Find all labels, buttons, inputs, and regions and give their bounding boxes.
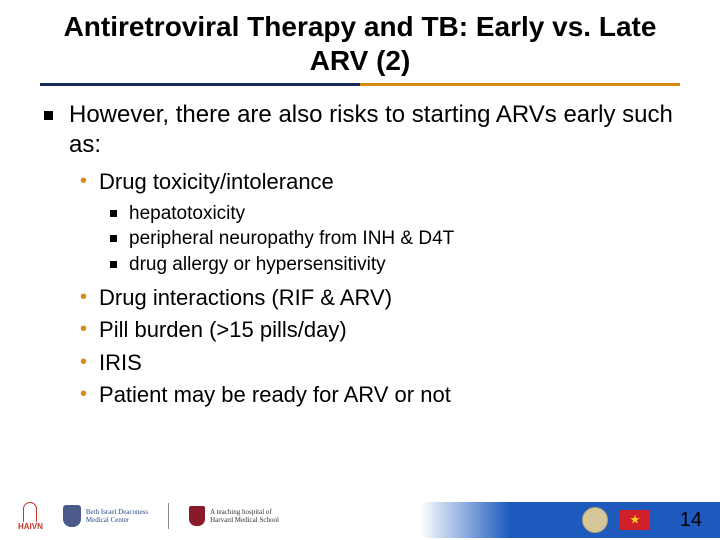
shield-icon — [63, 505, 81, 527]
dot-bullet-icon: • — [80, 168, 87, 194]
star-icon: ★ — [630, 512, 641, 526]
bullet-text: peripheral neuropathy from INH & D4T — [129, 226, 454, 252]
bullet-text: Patient may be ready for ARV or not — [99, 381, 451, 410]
footer-right: ★ — [420, 500, 720, 540]
slide-title: Antiretroviral Therapy and TB: Early vs.… — [40, 10, 680, 77]
title-region: Antiretroviral Therapy and TB: Early vs.… — [0, 0, 720, 86]
page-number: 14 — [680, 509, 702, 532]
hms-text: A teaching hospital of Harvard Medical S… — [210, 508, 279, 524]
level3-container: hepatotoxicity peripheral neuropathy fro… — [110, 201, 676, 278]
bullet-level3: hepatotoxicity — [110, 201, 676, 227]
gradient-bar: ★ — [420, 502, 720, 538]
dot-bullet-icon: • — [80, 316, 87, 342]
bullet-level2: • Patient may be ready for ARV or not — [80, 381, 676, 410]
bullet-level3: drug allergy or hypersensitivity — [110, 252, 676, 278]
bid-text: Beth Israel Deaconess Medical Center — [86, 508, 148, 524]
square-bullet-icon — [110, 235, 117, 242]
shield-icon — [189, 506, 205, 526]
square-bullet-icon — [110, 210, 117, 217]
bullet-text: hepatotoxicity — [129, 201, 245, 227]
content-body: However, there are also risks to startin… — [0, 86, 720, 410]
footer: HAIVN Beth Israel Deaconess Medical Cent… — [0, 492, 720, 540]
bullet-level1: However, there are also risks to startin… — [44, 100, 676, 160]
dot-bullet-icon: • — [80, 349, 87, 375]
dot-bullet-icon: • — [80, 284, 87, 310]
haivn-logo: HAIVN — [18, 502, 43, 531]
bullet-text: drug allergy or hypersensitivity — [129, 252, 386, 278]
bullet-text: IRIS — [99, 349, 142, 378]
bullet-text: Pill burden (>15 pills/day) — [99, 316, 347, 345]
bullet-level2: • Drug interactions (RIF & ARV) — [80, 284, 676, 313]
haivn-label: HAIVN — [18, 522, 43, 531]
bullet-level2: • Pill burden (>15 pills/day) — [80, 316, 676, 345]
flag-icon: ★ — [620, 510, 650, 530]
footer-logos: HAIVN Beth Israel Deaconess Medical Cent… — [0, 502, 279, 531]
level2-container: • Drug toxicity/intolerance hepatotoxici… — [80, 168, 676, 410]
square-bullet-icon — [44, 111, 53, 120]
hms-logo: A teaching hospital of Harvard Medical S… — [189, 506, 279, 526]
divider — [168, 503, 169, 529]
ribbon-icon — [23, 502, 37, 522]
bullet-level3: peripheral neuropathy from INH & D4T — [110, 226, 676, 252]
dot-bullet-icon: • — [80, 381, 87, 407]
seal-icon — [582, 507, 608, 533]
bid-logo: Beth Israel Deaconess Medical Center — [63, 505, 148, 527]
bullet-text: However, there are also risks to startin… — [69, 100, 676, 160]
square-bullet-icon — [110, 261, 117, 268]
bullet-text: Drug interactions (RIF & ARV) — [99, 284, 392, 313]
bullet-level2: • IRIS — [80, 349, 676, 378]
bullet-level2: • Drug toxicity/intolerance — [80, 168, 676, 197]
bullet-text: Drug toxicity/intolerance — [99, 168, 334, 197]
